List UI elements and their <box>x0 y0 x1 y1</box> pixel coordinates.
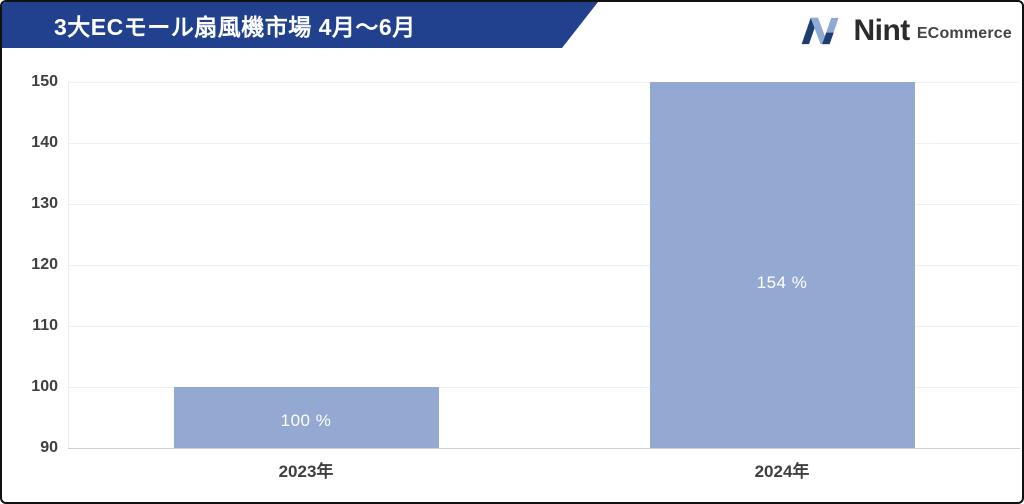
title-banner: 3大ECモール扇風機市場 4月～6月 <box>2 2 598 48</box>
gridline <box>68 82 1020 83</box>
gridline <box>68 204 1020 205</box>
y-axis-tick-label: 90 <box>40 439 58 456</box>
gridline <box>68 143 1020 144</box>
logo-suffix-text: ECommerce <box>916 25 1012 42</box>
bar-data-label: 100 % <box>280 410 332 430</box>
bar-data-label: 154 % <box>756 273 808 293</box>
bar: 154 % <box>649 82 915 448</box>
nint-logo-icon <box>802 17 840 45</box>
gridline <box>68 387 1020 388</box>
gridline <box>68 448 1020 449</box>
y-axis-tick-label: 130 <box>31 195 58 212</box>
bar: 100 % <box>173 387 439 448</box>
y-axis-tick-label: 140 <box>31 134 58 151</box>
gridline <box>68 265 1020 266</box>
y-axis-line <box>68 82 69 448</box>
y-axis-tick-label: 100 <box>31 378 58 395</box>
gridline <box>68 326 1020 327</box>
page-title: 3大ECモール扇風機市場 4月～6月 <box>54 14 416 40</box>
x-axis-tick-label: 2024年 <box>754 462 810 481</box>
y-axis-tick-label: 110 <box>32 317 58 334</box>
nint-logo: Nint ECommerce <box>800 14 1012 48</box>
y-axis-tick-label: 120 <box>31 256 58 273</box>
x-axis-tick-label: 2023年 <box>278 462 334 481</box>
y-axis-tick-label: 150 <box>31 73 58 90</box>
logo-brand-text: Nint <box>853 14 910 47</box>
